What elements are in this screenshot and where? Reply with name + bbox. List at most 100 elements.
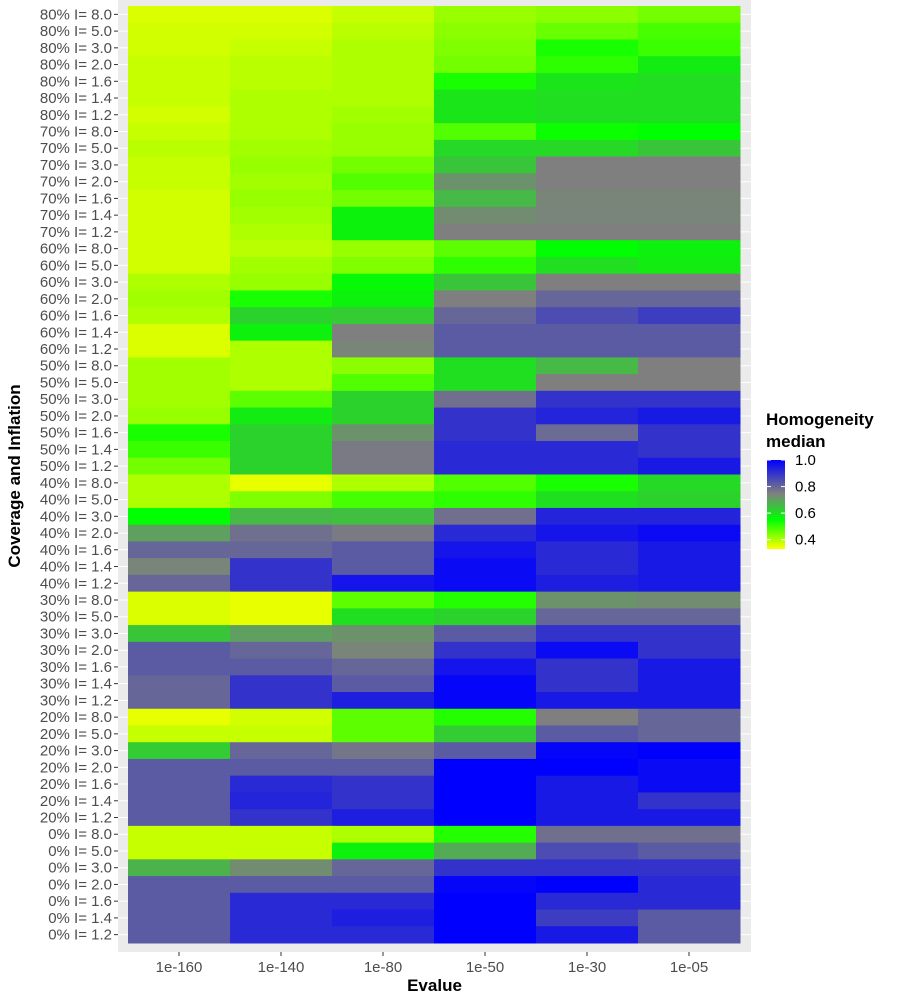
heatmap-cell	[536, 876, 639, 894]
heatmap-cell	[128, 457, 231, 475]
heatmap-cell	[332, 926, 435, 944]
heatmap-cell	[128, 909, 231, 927]
heatmap-cell	[434, 407, 537, 425]
heatmap-cell	[536, 22, 639, 40]
heatmap-cell	[332, 273, 435, 291]
heatmap-cell	[434, 190, 537, 208]
heatmap-cell	[230, 842, 333, 860]
heatmap-cell	[434, 441, 537, 459]
heatmap-cell	[536, 323, 639, 342]
heatmap-cell	[332, 658, 435, 676]
heatmap-cell	[128, 273, 231, 291]
heatmap-cell	[332, 876, 435, 894]
heatmap-cell	[332, 558, 435, 576]
heatmap-cell	[332, 491, 435, 509]
heatmap-cell	[332, 340, 435, 358]
heatmap-cell	[536, 223, 639, 241]
heatmap-cell	[536, 123, 639, 141]
heatmap-cell	[128, 173, 231, 191]
heatmap-cell	[230, 390, 333, 409]
heatmap-cell	[638, 89, 741, 107]
heatmap-cell	[434, 340, 537, 358]
x-tick-label: 1e-30	[568, 959, 606, 976]
heatmap-cell	[332, 123, 435, 141]
heatmap-cell	[434, 708, 537, 726]
heatmap-cell	[230, 39, 333, 57]
heatmap-cell	[128, 323, 231, 342]
heatmap-cell	[128, 106, 231, 124]
heatmap-cell	[536, 507, 639, 526]
heatmap-cell	[434, 474, 537, 492]
heatmap-cell	[638, 240, 741, 258]
heatmap-cell	[536, 809, 639, 827]
heatmap-cell	[128, 524, 231, 542]
y-tick-label: 50% I= 3.0	[40, 391, 112, 408]
heatmap-cell	[230, 290, 333, 308]
heatmap-cell	[230, 809, 333, 827]
heatmap-cell	[332, 190, 435, 208]
heatmap-cell	[536, 156, 639, 174]
heatmap-cell	[536, 390, 639, 409]
heatmap-cell	[128, 223, 231, 241]
y-tick-label: 40% I= 3.0	[40, 508, 112, 525]
heatmap-cell	[434, 223, 537, 241]
heatmap-cell	[638, 658, 741, 676]
heatmap-cell	[230, 641, 333, 660]
heatmap-cell	[332, 424, 435, 442]
heatmap-cell	[230, 725, 333, 743]
y-tick-label: 30% I= 8.0	[40, 592, 112, 609]
heatmap-cell	[128, 340, 231, 358]
y-tick-label: 40% I= 5.0	[40, 492, 112, 509]
heatmap-cell	[434, 641, 537, 660]
y-tick-label: 70% I= 3.0	[40, 157, 112, 174]
heatmap-cell	[638, 323, 741, 342]
heatmap-cell	[638, 608, 741, 626]
heatmap-cell	[128, 374, 231, 392]
heatmap-cell	[128, 675, 231, 693]
heatmap-cell	[128, 474, 231, 492]
heatmap-cell	[638, 424, 741, 442]
heatmap-cell	[230, 357, 333, 375]
heatmap-cell	[638, 859, 741, 877]
heatmap-cell	[332, 809, 435, 827]
heatmap-cell	[536, 541, 639, 559]
legend: Homogeneity median 1.0 0.8 0.6 0.4	[766, 410, 874, 549]
heatmap-cell	[434, 273, 537, 291]
heatmap-cell	[536, 173, 639, 191]
heatmap-cell	[434, 775, 537, 793]
y-tick-label: 0% I= 1.6	[48, 893, 112, 910]
x-tick-label: 1e-140	[258, 959, 305, 976]
y-tick-label: 60% I= 8.0	[40, 241, 112, 258]
heatmap-cell	[536, 273, 639, 291]
heatmap-cell	[230, 340, 333, 358]
heatmap-cell	[638, 775, 741, 793]
x-axis: 1e-160 1e-140 1e-80 1e-50 1e-30 1e-05	[156, 952, 708, 976]
heatmap-cell	[332, 441, 435, 459]
y-tick-label: 70% I= 8.0	[40, 123, 112, 140]
heatmap-cell	[638, 441, 741, 459]
heatmap-cell	[230, 825, 333, 844]
heatmap-cell	[230, 307, 333, 325]
heatmap-cell	[332, 256, 435, 275]
heatmap-cell	[128, 56, 231, 74]
heatmap-cell	[434, 742, 537, 760]
heatmap-cell	[332, 407, 435, 425]
y-tick-label: 20% I= 8.0	[40, 709, 112, 726]
heatmap-cell	[128, 775, 231, 793]
heatmap-cell	[128, 357, 231, 375]
heatmap-cell	[128, 842, 231, 860]
heatmap-cell	[536, 742, 639, 760]
heatmap-cell	[434, 524, 537, 542]
heatmap-cell	[536, 206, 639, 225]
heatmap-cell	[128, 692, 231, 710]
y-tick-label: 30% I= 1.2	[40, 692, 112, 709]
heatmap-cell	[536, 89, 639, 107]
heatmap-cell	[536, 792, 639, 810]
heatmap-cell	[434, 892, 537, 911]
heatmap-cell	[230, 909, 333, 927]
y-tick-label: 20% I= 1.4	[40, 793, 112, 810]
heatmap-cell	[128, 156, 231, 174]
heatmap-cell	[638, 892, 741, 911]
heatmap-cell	[536, 139, 639, 158]
